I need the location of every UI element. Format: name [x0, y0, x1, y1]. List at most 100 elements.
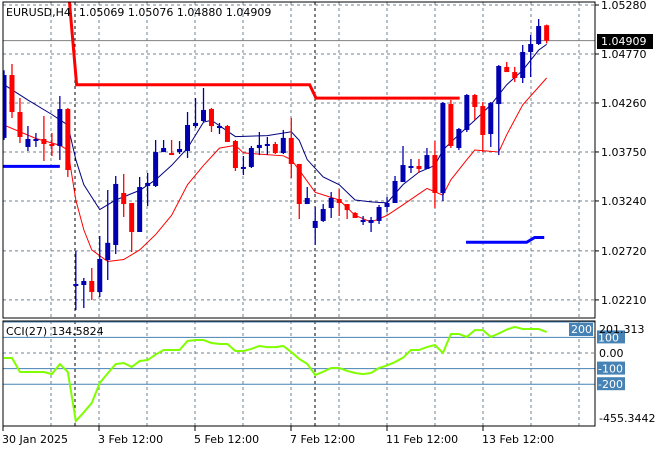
- bullish-candle: [264, 143, 270, 146]
- bullish-candle: [360, 219, 366, 222]
- price-tick-label: 1.03240: [601, 195, 647, 208]
- time-tick-label: 30 Jan 2025: [2, 433, 68, 446]
- bearish-candle: [169, 153, 175, 156]
- bearish-candle: [472, 95, 478, 108]
- cci-top-level-label: 200: [569, 323, 593, 336]
- cci-level-label: 200: [571, 323, 592, 336]
- cci-level-label: -200: [598, 378, 623, 391]
- resistance-level-line: [67, 2, 460, 100]
- bullish-candle: [440, 102, 446, 193]
- bearish-candle: [41, 139, 47, 144]
- bullish-candle: [240, 166, 246, 169]
- bullish-candle: [57, 109, 63, 147]
- time-tick-label: 7 Feb 12:00: [290, 433, 355, 446]
- cci-levels: 100 0.00 -100 -200 201.313 -455.3442: [3, 321, 655, 425]
- bullish-candle: [73, 283, 79, 286]
- bearish-candle: [544, 25, 550, 41]
- bullish-candle: [256, 144, 262, 149]
- cci-axis-min-label: -455.3442: [599, 412, 655, 425]
- bullish-candle: [456, 129, 462, 149]
- bullish-candle: [408, 165, 414, 169]
- bullish-candle: [464, 95, 470, 130]
- cci-axis-max-label: 201.313: [599, 323, 645, 336]
- cci-level-label-bg: [597, 361, 625, 375]
- cci-level-label-bg: [597, 377, 625, 391]
- bullish-candle: [185, 124, 191, 152]
- bearish-candle: [208, 109, 214, 127]
- bearish-candle: [448, 104, 454, 147]
- bearish-candle: [352, 212, 358, 218]
- bullish-candle: [216, 126, 222, 129]
- bearish-candle: [272, 143, 278, 154]
- bearish-candle: [344, 204, 350, 210]
- bullish-candle: [400, 165, 406, 183]
- bullish-candle: [520, 51, 526, 79]
- price-tick-label: 1.04260: [601, 97, 647, 110]
- bullish-candle: [248, 148, 254, 167]
- bearish-candle: [129, 202, 135, 232]
- bullish-candle: [320, 209, 326, 221]
- bearish-candle: [504, 66, 510, 73]
- bearish-candle: [288, 137, 294, 164]
- cci-level-label-bg: [569, 323, 593, 336]
- cci-plot-frame: [2, 320, 596, 427]
- bullish-candle: [3, 75, 7, 138]
- bearish-candle: [432, 155, 438, 193]
- bullish-candle: [392, 180, 398, 203]
- price-axis: 1.05280 1.04770 1.04260 1.03750 1.03240 1.027…: [595, 0, 647, 307]
- bearish-candle: [224, 126, 230, 142]
- bullish-candle: [193, 122, 199, 127]
- current-price-box: [597, 34, 653, 49]
- bullish-candle: [25, 139, 31, 147]
- bullish-candle: [105, 242, 111, 261]
- bullish-candle: [201, 109, 206, 122]
- bearish-candle: [232, 141, 238, 169]
- bullish-candle: [81, 280, 87, 286]
- bullish-candle: [328, 197, 334, 208]
- bullish-candle: [528, 43, 534, 52]
- cci-series: [4, 325, 547, 424]
- indicator-levels: [3, 2, 545, 244]
- bullish-candle: [33, 139, 39, 142]
- bullish-candle: [424, 155, 430, 169]
- bearish-candle: [121, 192, 127, 205]
- bullish-candle: [312, 220, 318, 228]
- price-tick-label: 1.05280: [601, 0, 647, 12]
- bearish-candle: [89, 280, 95, 293]
- bullish-candle: [304, 197, 310, 205]
- current-price-label: 1.04909: [601, 35, 647, 48]
- candles: [3, 19, 550, 310]
- bearish-candle: [49, 143, 55, 147]
- bearish-candle: [512, 72, 518, 79]
- bullish-candle: [153, 152, 159, 186]
- bearish-candle: [17, 112, 23, 137]
- bullish-candle: [145, 182, 151, 186]
- bullish-candle: [384, 202, 390, 208]
- support-level-line: [466, 235, 545, 244]
- bearish-candle: [416, 165, 422, 169]
- ohlc-readout: 1.05069 1.05076 1.04880 1.04909: [79, 6, 271, 19]
- bearish-candle: [336, 199, 342, 203]
- cci-level-label: 0.00: [599, 347, 624, 360]
- cci-current-value: 134.5824: [51, 325, 104, 338]
- bullish-candle: [496, 65, 502, 105]
- time-axis: 30 Jan 2025 3 Feb 12:00 5 Feb 12:00 7 Feb 1…: [2, 426, 554, 446]
- bullish-candle: [280, 137, 286, 154]
- cci-level-label: -100: [598, 363, 623, 376]
- bullish-candle: [177, 148, 183, 153]
- time-tick-label: 13 Feb 12:00: [482, 433, 554, 446]
- time-tick-label: 11 Feb 12:00: [386, 433, 458, 446]
- cci-title: CCI(27): [6, 325, 47, 338]
- bullish-candle: [488, 102, 494, 135]
- bearish-candle: [480, 106, 486, 135]
- bearish-candle: [65, 109, 71, 171]
- bearish-candle: [9, 75, 15, 113]
- bullish-candle: [368, 219, 374, 223]
- bullish-candle: [113, 183, 119, 245]
- bullish-candle: [536, 26, 542, 44]
- bullish-candle: [137, 187, 143, 232]
- time-tick-label: 5 Feb 12:00: [194, 433, 259, 446]
- cci-line: [4, 325, 547, 424]
